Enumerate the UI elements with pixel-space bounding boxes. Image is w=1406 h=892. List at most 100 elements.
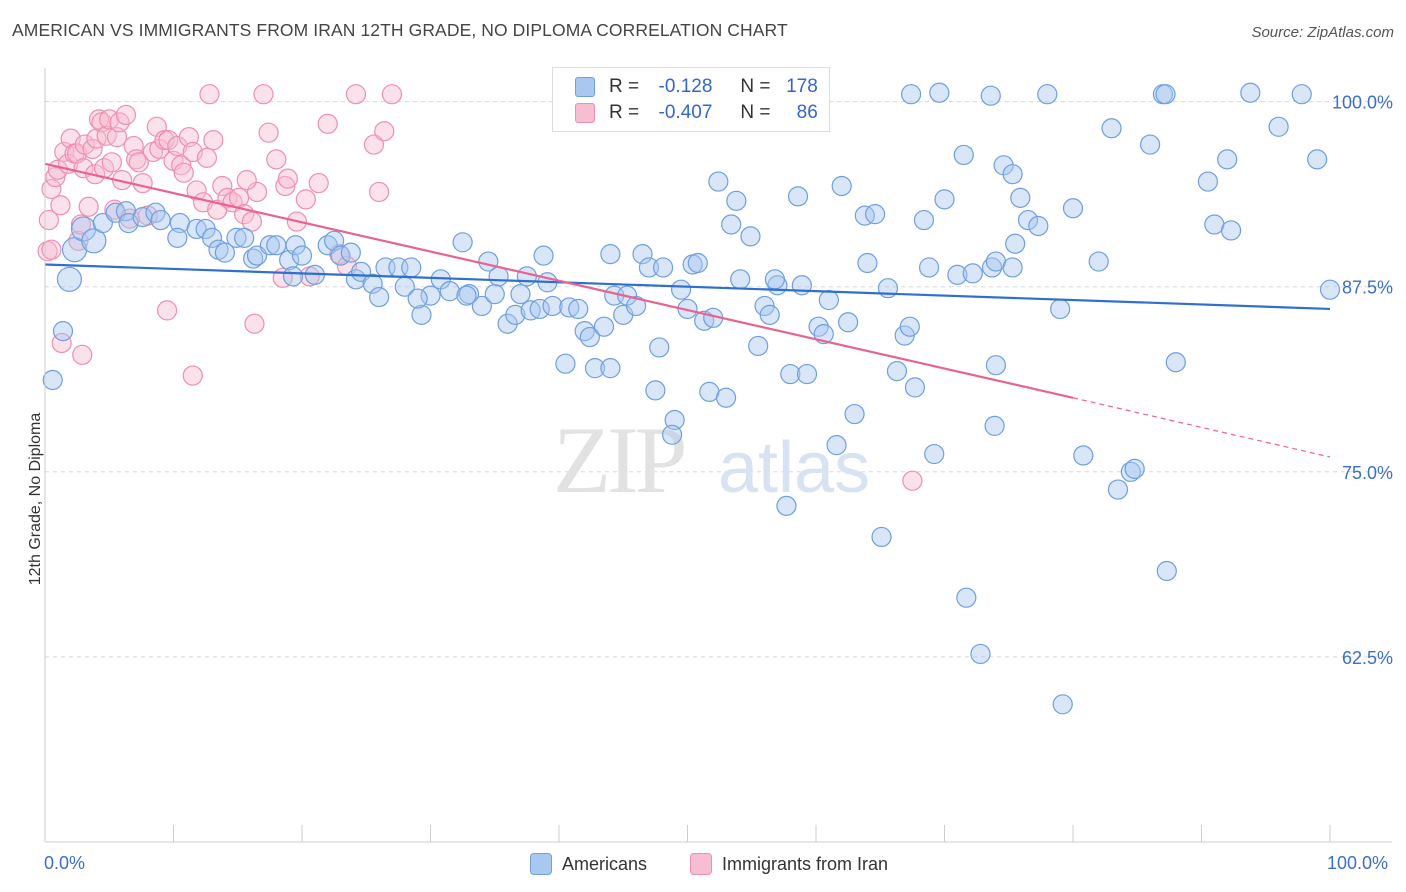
data-point <box>1240 82 1261 103</box>
data-point <box>1062 198 1084 219</box>
data-point <box>505 304 526 325</box>
data-point <box>1307 149 1328 170</box>
data-point <box>1088 251 1109 272</box>
data-point <box>203 130 224 151</box>
y-axis-label: 12th Grade, No Diploma <box>27 412 44 586</box>
data-point <box>886 361 908 382</box>
data-point <box>241 211 262 232</box>
data-point <box>282 266 304 287</box>
legend-label-americans: Americans <box>562 853 648 874</box>
data-point <box>985 355 1007 376</box>
data-point <box>900 84 922 105</box>
data-point <box>780 363 801 385</box>
y-tick-label: 62.5% <box>1342 648 1393 668</box>
legend-row-americans: R = -0.128 N = 178 <box>575 75 818 99</box>
data-point <box>291 245 313 266</box>
data-point <box>664 409 685 431</box>
legend-swatch-pink <box>575 103 595 123</box>
data-point <box>1017 209 1039 231</box>
data-point <box>759 304 780 325</box>
data-point <box>244 313 265 334</box>
legend-item-americans[interactable]: Americans <box>530 852 647 876</box>
data-point <box>72 344 93 365</box>
data-point <box>199 84 220 105</box>
data-point <box>308 172 329 194</box>
data-point <box>1120 461 1141 482</box>
data-point <box>661 424 683 445</box>
data-point <box>555 353 576 374</box>
data-point <box>96 125 117 146</box>
watermark-zip: ZIP <box>553 407 685 513</box>
data-point <box>826 435 847 456</box>
data-point <box>363 134 385 155</box>
data-point <box>317 113 338 134</box>
data-point <box>956 587 977 608</box>
data-point <box>1005 233 1026 254</box>
data-point <box>484 284 505 305</box>
data-point <box>42 369 63 391</box>
data-point <box>584 358 606 379</box>
data-point <box>984 415 1005 437</box>
data-point <box>980 85 1001 106</box>
data-point <box>123 135 144 157</box>
data-point <box>625 295 647 317</box>
data-point <box>1028 215 1049 237</box>
data-point <box>56 266 83 292</box>
data-point <box>173 162 194 183</box>
correlation-legend: R = -0.128 N = 178 R = -0.407 N = 86 <box>552 67 830 132</box>
trend-layer <box>44 162 1331 458</box>
data-point <box>981 257 1003 278</box>
data-point <box>1220 220 1242 241</box>
data-point <box>632 244 653 265</box>
trend-line-americans <box>44 263 1331 311</box>
data-point <box>1010 187 1031 208</box>
x-tick-min: 0.0% <box>44 853 86 873</box>
data-point <box>115 104 137 126</box>
legend-swatch-blue <box>575 77 595 97</box>
data-point <box>649 337 670 358</box>
data-point <box>345 84 367 105</box>
legend-item-iran[interactable]: Immigrants from Iran <box>690 852 888 876</box>
data-point <box>645 380 666 401</box>
data-point <box>201 227 223 248</box>
data-point <box>934 189 955 210</box>
data-point <box>899 316 920 337</box>
data-point <box>340 242 361 263</box>
data-point <box>918 257 940 278</box>
data-point <box>533 245 554 266</box>
y-tick-label: 75.0% <box>1342 463 1393 483</box>
data-point <box>600 244 621 265</box>
y-tick-label: 87.5% <box>1342 278 1393 298</box>
data-point <box>1139 134 1161 155</box>
data-point <box>904 377 926 398</box>
axis-layer: 62.5% 75.0% 87.5% 100.0% <box>44 68 1393 843</box>
data-point <box>721 214 742 235</box>
data-point <box>285 235 306 256</box>
data-point <box>452 232 473 253</box>
data-point <box>838 312 859 333</box>
data-point <box>670 279 692 300</box>
data-point <box>81 228 107 254</box>
data-point <box>970 643 991 665</box>
data-point <box>91 112 112 133</box>
chart-title: AMERICAN VS IMMIGRANTS FROM IRAN 12TH GR… <box>12 20 788 40</box>
data-point <box>748 335 769 357</box>
data-point <box>420 285 441 306</box>
data-point <box>214 242 235 263</box>
data-point <box>652 257 674 278</box>
data-point <box>156 300 178 321</box>
data-point <box>266 235 287 256</box>
chart-source: Source: ZipAtlas.com <box>1251 24 1394 41</box>
data-point <box>516 266 537 287</box>
data-point <box>865 204 886 225</box>
data-point <box>407 288 428 309</box>
data-point <box>1268 116 1289 137</box>
data-point <box>295 189 316 210</box>
data-point <box>730 269 751 290</box>
data-point <box>258 122 279 143</box>
data-point <box>1107 479 1129 500</box>
data-point <box>740 226 761 247</box>
data-point <box>369 286 390 308</box>
data-point <box>854 205 875 226</box>
